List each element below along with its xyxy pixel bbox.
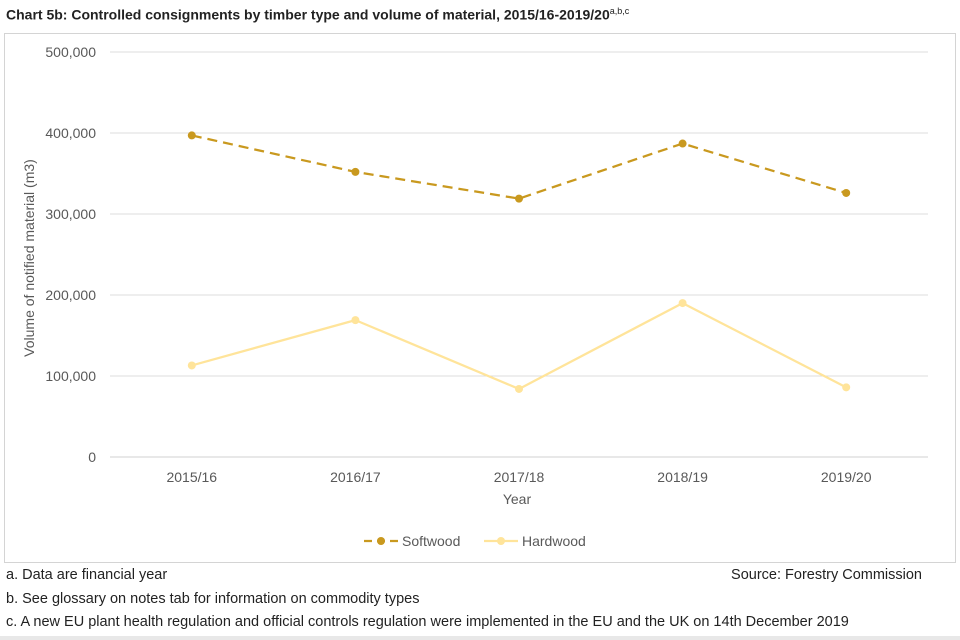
series-line-softwood xyxy=(191,134,847,200)
data-point-softwood xyxy=(187,131,196,140)
line-chart: 0 100,000 200,000 300,000 400,000 500,000 201… xyxy=(21,44,928,549)
data-point-softwood xyxy=(351,167,360,176)
chart-title-text: Chart 5b: Controlled consignments by tim… xyxy=(6,6,610,23)
data-point-hardwood xyxy=(187,361,196,370)
data-point-softwood xyxy=(678,139,687,148)
y-tick-label: 100,000 xyxy=(45,368,96,384)
series-group xyxy=(187,131,851,393)
data-point-hardwood xyxy=(351,316,360,325)
x-tick-label: 2015/16 xyxy=(166,469,217,485)
data-point-hardwood xyxy=(678,299,687,308)
legend-marker-softwood xyxy=(377,537,385,545)
data-point-softwood xyxy=(842,188,851,197)
x-axis-ticks: 2015/16 2016/17 2017/18 2018/19 2019/20 xyxy=(166,469,871,485)
legend: Softwood Hardwood xyxy=(364,533,586,549)
chart-area xyxy=(4,33,956,563)
data-point-hardwood xyxy=(515,384,523,393)
footnote-a: a. Data are financial year xyxy=(6,567,168,583)
data-point-hardwood xyxy=(842,383,851,392)
y-tick-label: 200,000 xyxy=(45,287,96,303)
legend-label-softwood: Softwood xyxy=(402,533,460,549)
source-note: Source: Forestry Commission xyxy=(731,567,922,583)
x-tick-label: 2018/19 xyxy=(657,469,708,485)
bottom-divider xyxy=(0,636,960,640)
y-tick-label: 300,000 xyxy=(45,206,96,222)
x-axis-title: Year xyxy=(503,491,532,507)
y-tick-label: 0 xyxy=(88,449,96,465)
chart-title-superscript: a,b,c xyxy=(609,6,630,16)
legend-marker-hardwood xyxy=(497,537,505,545)
footnote-b: b. See glossary on notes tab for informa… xyxy=(6,591,420,607)
y-tick-label: 400,000 xyxy=(45,125,96,141)
legend-label-hardwood: Hardwood xyxy=(522,533,586,549)
y-axis-title: Volume of notified material (m3) xyxy=(21,159,37,357)
x-tick-label: 2016/17 xyxy=(330,469,381,485)
x-tick-label: 2019/20 xyxy=(821,469,872,485)
data-point-softwood xyxy=(515,194,523,203)
gridlines xyxy=(110,51,928,458)
x-tick-label: 2017/18 xyxy=(494,469,545,485)
y-axis-ticks: 0 100,000 200,000 300,000 400,000 500,000 xyxy=(45,44,96,465)
y-tick-label: 500,000 xyxy=(45,44,96,60)
chart-title: Chart 5b: Controlled consignments by tim… xyxy=(6,6,629,23)
footnote-c: c. A new EU plant health regulation and … xyxy=(6,614,849,630)
